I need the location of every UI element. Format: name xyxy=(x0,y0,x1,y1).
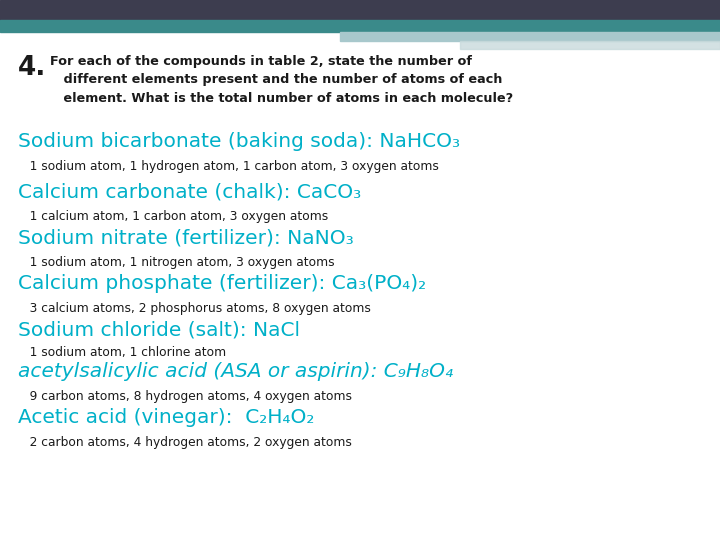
Bar xyxy=(0,20,720,32)
Text: 3 calcium atoms, 2 phosphorus atoms, 8 oxygen atoms: 3 calcium atoms, 2 phosphorus atoms, 8 o… xyxy=(18,302,371,315)
Text: Calcium carbonate (chalk): CaCO₃: Calcium carbonate (chalk): CaCO₃ xyxy=(18,182,361,201)
Text: 1 calcium atom, 1 carbon atom, 3 oxygen atoms: 1 calcium atom, 1 carbon atom, 3 oxygen … xyxy=(18,210,328,223)
Text: acetylsalicylic acid (ASA or aspirin): C₉H₈O₄: acetylsalicylic acid (ASA or aspirin): C… xyxy=(18,362,453,381)
Text: For each of the compounds in table 2, state the number of
   different elements : For each of the compounds in table 2, st… xyxy=(50,55,513,105)
Bar xyxy=(0,0,720,20)
Text: Sodium bicarbonate (baking soda): NaHCO₃: Sodium bicarbonate (baking soda): NaHCO₃ xyxy=(18,132,460,151)
Text: 2 carbon atoms, 4 hydrogen atoms, 2 oxygen atoms: 2 carbon atoms, 4 hydrogen atoms, 2 oxyg… xyxy=(18,436,352,449)
Text: Acetic acid (vinegar):  C₂H₄O₂: Acetic acid (vinegar): C₂H₄O₂ xyxy=(18,408,315,427)
Text: Calcium phosphate (fertilizer): Ca₃(PO₄)₂: Calcium phosphate (fertilizer): Ca₃(PO₄)… xyxy=(18,274,426,293)
Text: 1 sodium atom, 1 nitrogen atom, 3 oxygen atoms: 1 sodium atom, 1 nitrogen atom, 3 oxygen… xyxy=(18,256,335,269)
Text: Sodium nitrate (fertilizer): NaNO₃: Sodium nitrate (fertilizer): NaNO₃ xyxy=(18,228,354,247)
Bar xyxy=(460,41,720,49)
Text: Sodium chloride (salt): NaCl: Sodium chloride (salt): NaCl xyxy=(18,320,300,339)
Text: 1 sodium atom, 1 chlorine atom: 1 sodium atom, 1 chlorine atom xyxy=(18,346,226,359)
Bar xyxy=(340,32,720,41)
Text: 1 sodium atom, 1 hydrogen atom, 1 carbon atom, 3 oxygen atoms: 1 sodium atom, 1 hydrogen atom, 1 carbon… xyxy=(18,160,439,173)
Text: 4.: 4. xyxy=(18,55,46,81)
Text: 9 carbon atoms, 8 hydrogen atoms, 4 oxygen atoms: 9 carbon atoms, 8 hydrogen atoms, 4 oxyg… xyxy=(18,390,352,403)
